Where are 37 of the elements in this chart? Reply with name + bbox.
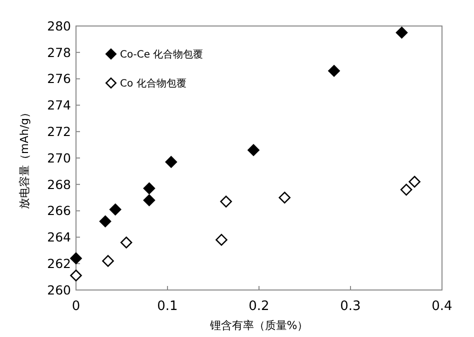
point (143, 182, 156, 194)
y-tick-label: 280 (47, 18, 72, 34)
legend-label: Co 化合物包覆 (120, 78, 186, 90)
y-tick-label: 270 (47, 150, 72, 166)
point (165, 156, 178, 168)
y-tick-label: 278 (47, 44, 72, 60)
point (99, 215, 112, 228)
point (143, 194, 156, 206)
x-axis-title: 锂含有率（质量%） (208, 319, 308, 332)
point (396, 26, 408, 38)
y-tick-label: 276 (47, 71, 72, 86)
point (248, 144, 260, 156)
y-tick-label: 274 (47, 98, 72, 113)
point (328, 64, 340, 77)
point (70, 270, 82, 282)
legend-label: Co-Ce 化合物包覆 (120, 48, 204, 60)
point (278, 192, 291, 204)
point (70, 252, 82, 264)
y-tick-label: 268 (47, 176, 72, 192)
x-tick-label: 0.1 (157, 299, 178, 314)
y-tick-label: 264 (47, 230, 72, 245)
y-tick-label: 260 (47, 282, 72, 298)
point (109, 204, 122, 216)
point (400, 184, 412, 196)
y-tick-label: 272 (47, 124, 71, 139)
point (216, 234, 228, 246)
y-axis-title: 放电容量（mAh/g） (18, 107, 31, 209)
x-tick-label: 0 (72, 299, 80, 314)
y-tick-label: 262 (47, 256, 71, 271)
point (408, 176, 420, 188)
y-tick-label: 266 (47, 203, 72, 218)
x-tick-label: 0.3 (340, 299, 361, 314)
point (220, 196, 232, 208)
point (102, 255, 114, 267)
x-tick-label: 0.2 (248, 299, 270, 314)
x-tick-label: 0.4 (432, 299, 452, 314)
point (120, 236, 132, 248)
